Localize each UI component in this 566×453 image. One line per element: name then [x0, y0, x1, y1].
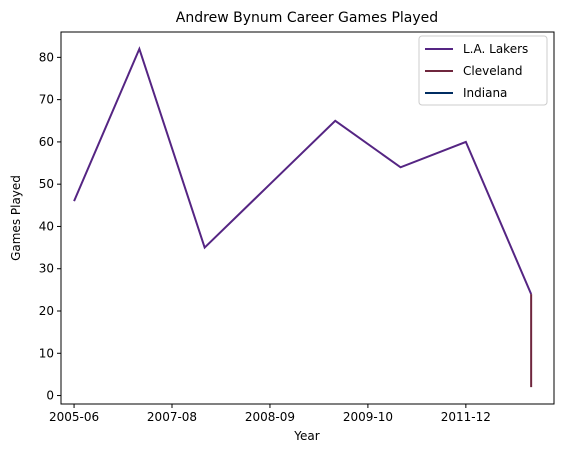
plot-frame: [60, 31, 555, 405]
chart-title: Andrew Bynum Career Games Played: [176, 10, 438, 26]
x-tick-label: 2011-12: [441, 410, 491, 424]
x-tick-label: 2005-06: [49, 410, 99, 424]
x-tick-label: 2009-10: [343, 410, 393, 424]
y-tick-label: 50: [39, 177, 54, 191]
y-tick-label: 60: [39, 135, 54, 149]
legend: L.A. Lakers Cleveland Indiana: [418, 35, 548, 106]
y-tick-label: 70: [39, 93, 54, 107]
legend-label-l-a-lakers: L.A. Lakers: [463, 42, 528, 56]
x-tick-label: 2008-09: [245, 410, 295, 424]
y-axis-label: Games Played: [9, 175, 23, 261]
x-axis-ticks: 2005-06 2007-08 2008-09 2009-10 2011-12: [49, 404, 491, 424]
legend-label-indiana: Indiana: [463, 86, 507, 100]
series-lines: [73, 46, 533, 388]
legend-label-cleveland: Cleveland: [463, 64, 523, 78]
y-tick-label: 0: [46, 389, 54, 403]
x-tick-label: 2007-08: [147, 410, 197, 424]
y-tick-label: 40: [39, 219, 54, 233]
y-axis-ticks: 0 10 20 30 40 50 60 70 80: [39, 50, 61, 403]
y-tick-label: 80: [39, 50, 54, 64]
y-tick-label: 30: [39, 262, 54, 276]
x-axis-label: Year: [293, 429, 319, 443]
y-tick-label: 20: [39, 304, 54, 318]
legend-box: [418, 35, 548, 106]
y-tick-label: 10: [39, 346, 54, 360]
series-line-l-a-lakers: [73, 46, 533, 295]
